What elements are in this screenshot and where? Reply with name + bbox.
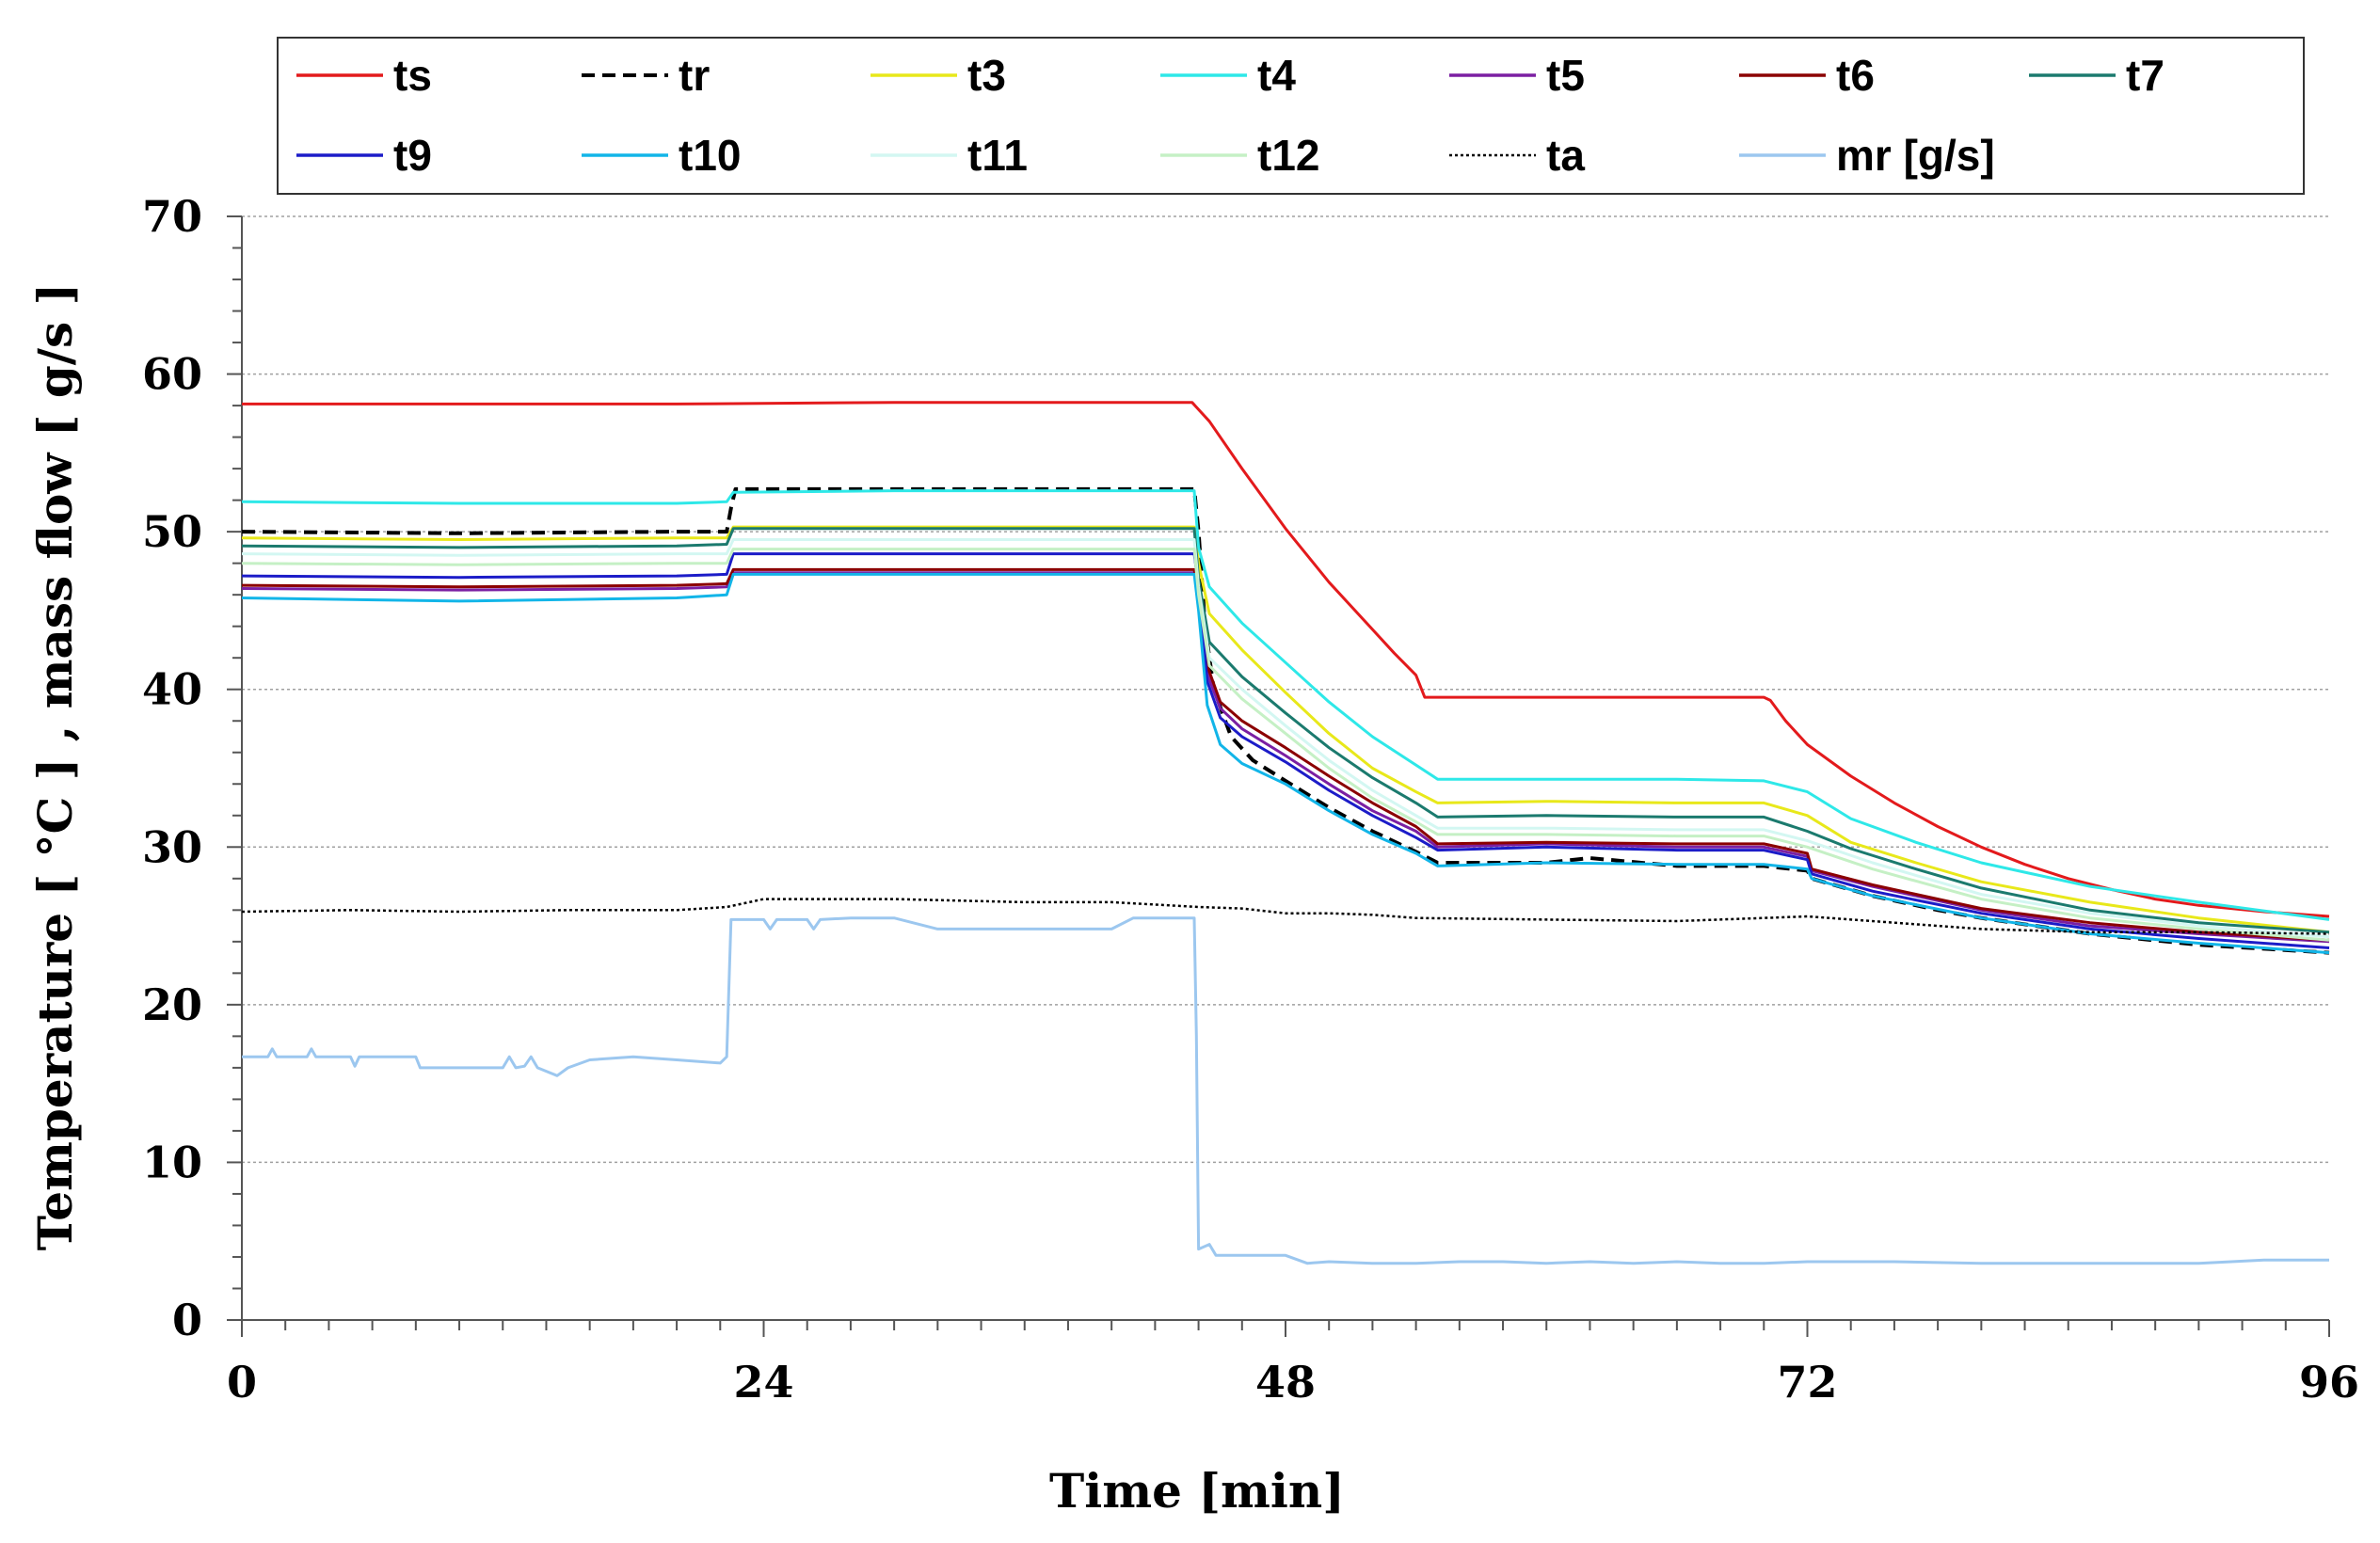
legend-label: ta xyxy=(1546,131,1585,180)
legend-label: t12 xyxy=(1257,131,1319,180)
y-tick-label: 40 xyxy=(142,664,202,715)
legend-label: mr [g/s] xyxy=(1836,131,1995,180)
series-line-t6 xyxy=(241,567,2330,942)
legend-label: t11 xyxy=(967,131,1028,180)
legend-label: t4 xyxy=(1257,51,1296,100)
legend-label: t3 xyxy=(967,51,1006,100)
y-tick-label: 30 xyxy=(142,821,202,872)
y-tick-label: 50 xyxy=(142,506,202,557)
series-line-t10 xyxy=(241,572,2330,955)
y-tick-label: 0 xyxy=(172,1295,202,1345)
legend-label: ts xyxy=(393,51,432,100)
x-tick-label: 48 xyxy=(1255,1357,1316,1408)
series-lines xyxy=(241,401,2330,1265)
series-line-tr xyxy=(241,486,2330,955)
y-tick-label: 20 xyxy=(142,979,202,1030)
legend-label: tr xyxy=(679,51,710,100)
y-tick-label: 70 xyxy=(142,191,202,242)
series-line-t7 xyxy=(241,527,2330,934)
series-line-ta xyxy=(241,898,2330,935)
series-line-t12 xyxy=(241,548,2330,942)
y-axis-title: Temperature [ °C ] , mass flow [ g/s ] xyxy=(27,283,83,1251)
legend-label: t7 xyxy=(2126,51,2164,100)
series-line-mr-g-s xyxy=(242,916,2329,1265)
series-line-t5 xyxy=(241,571,2330,944)
series-line-t3 xyxy=(241,525,2330,934)
series-line-t4 xyxy=(241,489,2330,921)
legend-label: t10 xyxy=(679,131,741,180)
series-line-t11 xyxy=(241,538,2330,939)
legend-label: t6 xyxy=(1836,51,1875,100)
legend-box xyxy=(277,37,2305,195)
series-line-ts xyxy=(242,401,2330,918)
legend-label: t5 xyxy=(1546,51,1585,100)
x-tick-label: 96 xyxy=(2299,1357,2359,1408)
axes xyxy=(227,215,2330,1337)
x-tick-label: 0 xyxy=(227,1357,257,1408)
x-tick-label: 72 xyxy=(1777,1357,1837,1408)
y-tick-label: 60 xyxy=(142,349,202,400)
x-axis-title: Time [min] xyxy=(1049,1463,1345,1519)
y-tick-label: 10 xyxy=(142,1137,202,1187)
tick-labels: 0 10 20 30 40 50 60 70 0 24 48 72 96 xyxy=(142,191,2359,1408)
x-tick-label: 24 xyxy=(733,1357,793,1408)
series-line-t9 xyxy=(241,552,2330,949)
legend: ts tr t3 t4 t5 t6 t7 t9 t10 t11 t12 ta mr [g/s] xyxy=(277,37,2305,195)
legend-label: t9 xyxy=(393,131,432,180)
